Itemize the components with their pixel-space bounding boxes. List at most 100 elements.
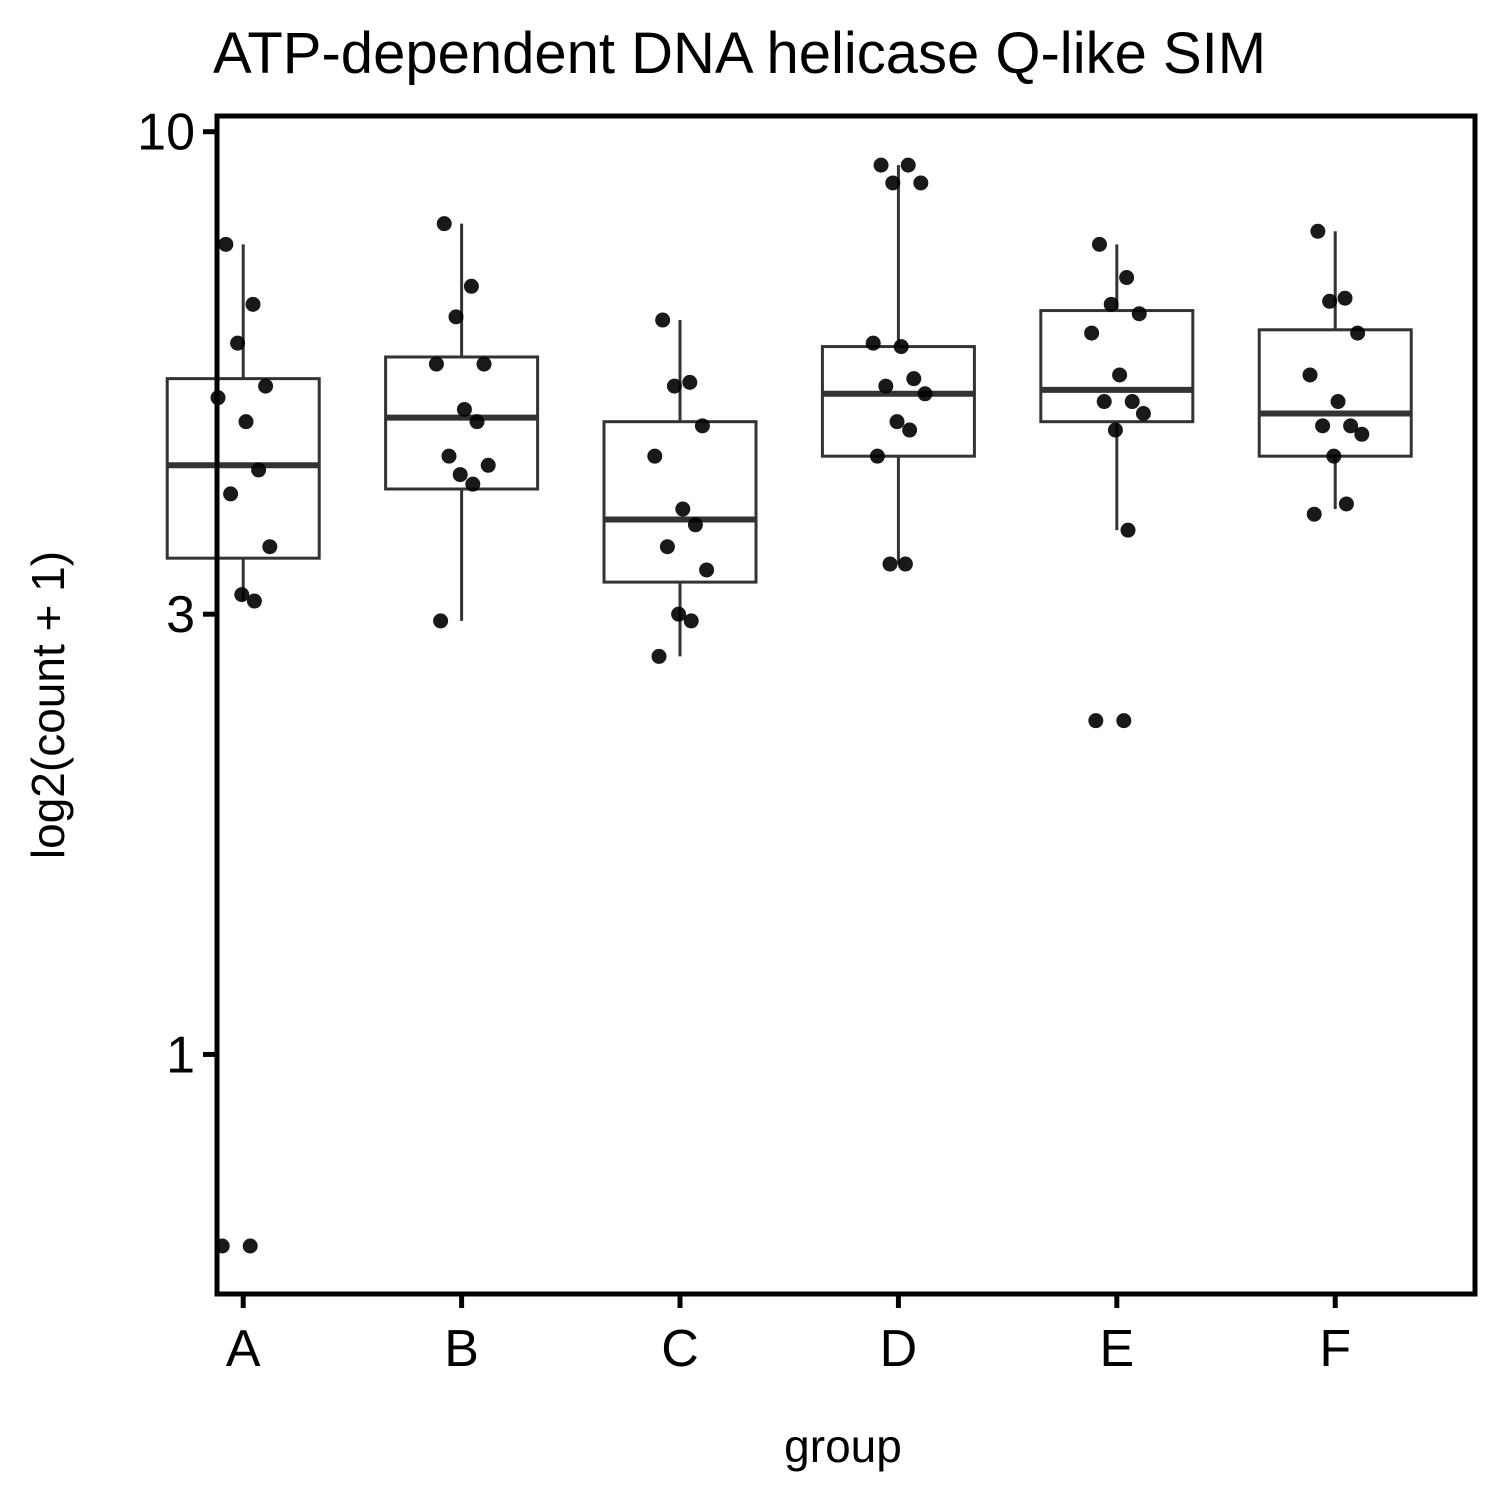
data-point — [242, 1238, 258, 1254]
y-tick-label: 10 — [137, 104, 195, 162]
data-point — [683, 613, 699, 629]
x-tick-label: C — [661, 1320, 699, 1378]
data-point — [694, 418, 710, 434]
box-F — [1257, 231, 1413, 510]
data-point — [1119, 270, 1135, 286]
data-point — [218, 236, 234, 252]
data-point — [441, 448, 457, 464]
data-point — [882, 556, 898, 572]
data-point — [885, 175, 901, 191]
points-F — [1302, 223, 1370, 522]
data-point — [671, 606, 687, 622]
data-point — [463, 278, 479, 294]
data-point — [433, 613, 449, 629]
data-point — [1112, 367, 1128, 383]
panel-border — [214, 113, 1478, 1297]
x-axis-title: group — [784, 1420, 902, 1472]
data-point — [917, 386, 933, 402]
box-B — [384, 223, 540, 621]
box-C — [602, 320, 758, 657]
data-point — [1330, 394, 1346, 410]
points-C — [647, 312, 715, 664]
x-axis: A B C D E F — [226, 1294, 1351, 1378]
data-point — [647, 448, 663, 464]
chart-title: ATP-dependent DNA helicase Q-like SIM — [213, 21, 1266, 86]
data-point — [1107, 422, 1123, 438]
x-tick-label: F — [1319, 1320, 1351, 1378]
data-point — [246, 593, 262, 609]
data-point — [262, 539, 278, 555]
data-point — [428, 356, 444, 372]
data-point — [1315, 418, 1331, 434]
points-D — [865, 157, 933, 572]
box-A — [165, 244, 321, 602]
data-point — [1124, 394, 1140, 410]
box-iqr — [384, 355, 540, 491]
data-point — [476, 356, 492, 372]
data-point — [1337, 290, 1353, 306]
data-point — [1131, 306, 1147, 322]
box-E — [1039, 244, 1195, 531]
data-point — [675, 501, 691, 517]
data-point — [913, 175, 929, 191]
data-point — [436, 216, 452, 232]
y-axis-title: log2(count + 1) — [22, 551, 74, 859]
data-point — [238, 414, 254, 430]
box-iqr — [1039, 309, 1195, 424]
data-point — [651, 648, 667, 664]
data-point — [1354, 426, 1370, 442]
x-tick-label: E — [1099, 1320, 1134, 1378]
data-point — [1302, 367, 1318, 383]
box-iqr — [602, 420, 758, 584]
plot-area — [165, 157, 1413, 1254]
data-point — [655, 312, 671, 328]
data-point — [1322, 293, 1338, 309]
data-point — [245, 296, 261, 312]
data-point — [1350, 325, 1366, 341]
data-point — [230, 335, 246, 351]
points-B — [428, 216, 496, 629]
data-point — [448, 309, 464, 325]
box-D — [820, 165, 976, 565]
data-point — [1135, 406, 1151, 422]
points-E — [1084, 236, 1151, 729]
data-point — [1096, 394, 1112, 410]
x-tick-label: A — [226, 1320, 261, 1378]
data-point — [902, 422, 918, 438]
data-point — [251, 462, 267, 478]
data-point — [1084, 325, 1100, 341]
data-point — [893, 339, 909, 355]
y-axis: 1 3 10 — [137, 104, 217, 1084]
data-point — [1343, 418, 1359, 434]
data-point — [223, 486, 239, 502]
data-point — [1306, 506, 1322, 522]
data-point — [1116, 713, 1132, 729]
data-point — [452, 467, 468, 483]
data-point — [682, 374, 698, 390]
data-point — [687, 517, 703, 533]
x-tick-label: D — [880, 1320, 918, 1378]
data-point — [456, 401, 472, 417]
data-point — [1326, 448, 1342, 464]
data-point — [889, 414, 905, 430]
box-iqr — [1257, 328, 1413, 458]
box-iqr — [820, 345, 976, 458]
data-point — [469, 414, 485, 430]
data-point — [699, 562, 715, 578]
data-point — [1091, 236, 1107, 252]
data-point — [865, 335, 881, 351]
data-point — [906, 371, 922, 387]
data-point — [659, 539, 675, 555]
data-point — [480, 457, 496, 473]
data-point — [1338, 496, 1354, 512]
box-iqr — [165, 377, 321, 560]
data-point — [258, 378, 274, 394]
x-tick-label: B — [444, 1320, 479, 1378]
data-point — [1120, 522, 1136, 538]
data-point — [234, 587, 250, 603]
data-point — [869, 448, 885, 464]
data-point — [666, 378, 682, 394]
y-tick-label: 1 — [166, 1026, 195, 1084]
y-tick-label: 3 — [166, 586, 195, 644]
